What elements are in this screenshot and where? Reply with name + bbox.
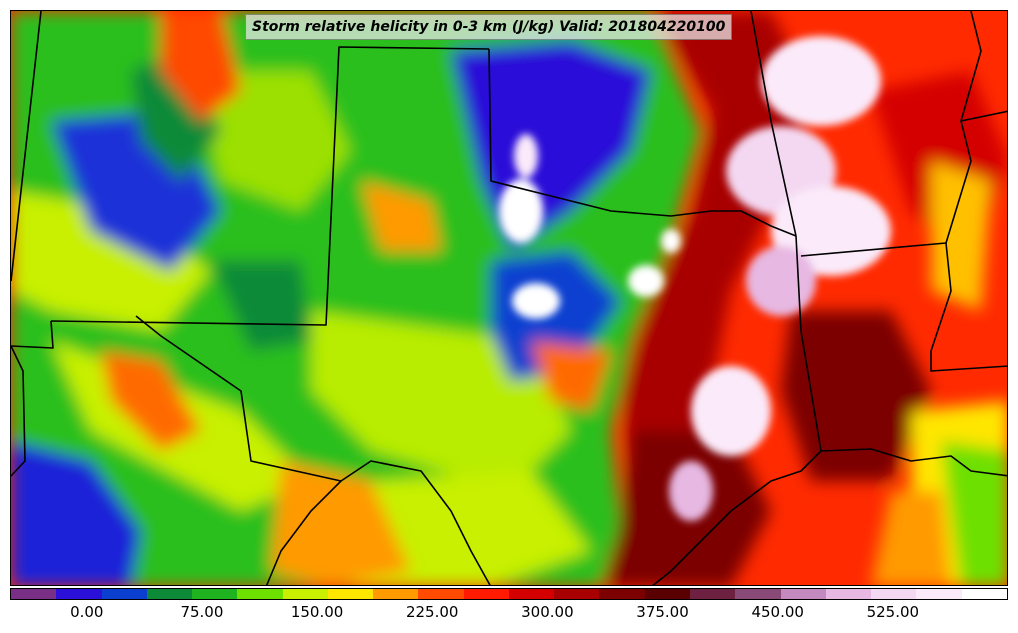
colorbar-segment [373,589,419,599]
colorbar-segment [192,589,238,599]
colorbar-segment [644,589,690,599]
colorbar-segment [961,589,1007,599]
colorbar [10,588,1008,600]
colorbar-segment [689,589,736,599]
colorbar-tick-label: 225.00 [405,603,459,621]
colorbar-segment [101,589,147,599]
colorbar-segment [599,589,645,599]
colorbar-segment [508,589,555,599]
colorbar-segment [282,589,328,599]
colorbar-segment [418,589,464,599]
colorbar-segment [554,589,600,599]
map-title: Storm relative helicity in 0-3 km (J/kg)… [245,14,733,40]
colorbar-segment [56,589,102,599]
colorbar-segment [916,589,962,599]
colorbar-segment [780,589,826,599]
colorbar-tick-label: 300.00 [521,603,574,621]
colorbar-tick-label: 75.00 [180,603,224,621]
colorbar-segment [327,589,374,599]
colorbar-tick-label: 525.00 [866,603,920,621]
srh-map [10,10,1008,586]
colorbar-segment [11,589,57,599]
colorbar-tick-label: 450.00 [751,603,804,621]
colorbar-segment [146,589,193,599]
colorbar-tick-label: 0.00 [70,603,104,621]
colorbar-segment [463,589,509,599]
colorbar-tick-label: 150.00 [290,603,344,621]
colorbar-segment [237,589,283,599]
srh-field [11,11,1007,585]
colorbar-tick-labels: 0.00 75.00 150.00 225.00 300.00 375.00 450.00 5… [10,601,1008,631]
colorbar-segment [825,589,872,599]
colorbar-segment [871,589,917,599]
colorbar-tick-label: 375.00 [636,603,689,621]
colorbar-segment [735,589,781,599]
